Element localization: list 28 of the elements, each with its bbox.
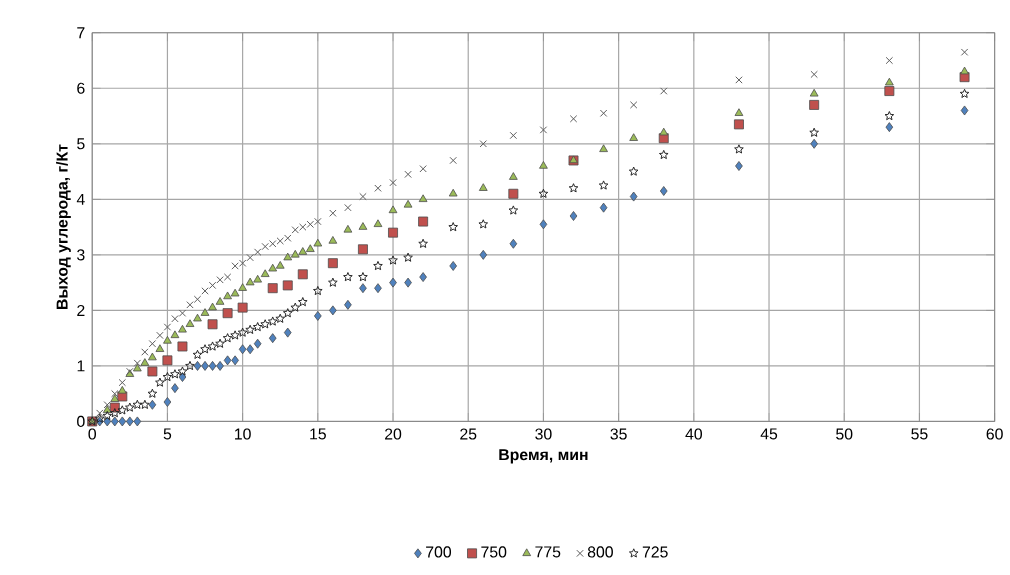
x-tick-label: 60 (986, 428, 1003, 440)
y-tick-label: 3 (77, 249, 85, 261)
legend-label: 725 (642, 546, 668, 558)
x-tick-label: 40 (685, 428, 703, 440)
legend-label: 750 (481, 546, 507, 558)
y-tick-label: 7 (77, 27, 85, 39)
x-tick-label: 35 (610, 428, 627, 440)
legend-label: 700 (426, 546, 452, 558)
y-tick-label: 5 (77, 138, 85, 150)
x-tick-label: 25 (460, 428, 477, 440)
y-tick-label: 4 (76, 193, 85, 205)
x-tick-label: 50 (836, 428, 853, 440)
legend-label: 775 (535, 546, 561, 558)
legend-label: 800 (587, 546, 613, 558)
x-tick-label: 55 (911, 428, 928, 440)
y-tick-label: 2 (77, 304, 85, 316)
y-tick-label: 1 (77, 360, 85, 372)
x-tick-label: 5 (163, 428, 172, 440)
x-tick-label: 0 (88, 428, 97, 440)
x-axis-title: Время, мин (499, 449, 588, 464)
x-tick-label: 15 (310, 428, 326, 440)
x-tick-label: 30 (535, 428, 552, 440)
x-tick-label: 20 (385, 428, 402, 440)
y-tick-label: 0 (77, 415, 85, 427)
y-tick-label: 6 (77, 82, 85, 94)
x-tick-label: 45 (760, 428, 778, 440)
x-tick-label: 10 (235, 428, 251, 440)
y-axis-title: Выход углерода, г/Кт (56, 144, 71, 309)
